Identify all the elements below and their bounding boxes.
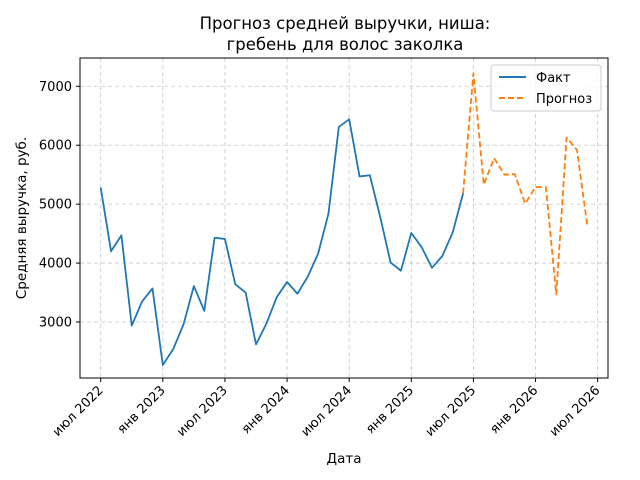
- y-axis: 3000 4000 5000 6000 7000: [39, 80, 80, 331]
- series-line-fact: [99, 118, 464, 366]
- plot-area-frame: [79, 57, 609, 379]
- y-tick-label: 7000: [39, 80, 72, 95]
- y-tick-label: 3000: [39, 316, 72, 331]
- y-tick-label: 6000: [39, 139, 72, 154]
- chart-title: Прогноз средней выручки, ниша:: [200, 14, 491, 33]
- series-line-forecast: [462, 72, 589, 296]
- y-tick-label: 4000: [39, 257, 72, 272]
- chart-subtitle: гребень для волос заколка: [227, 35, 464, 54]
- y-axis-title: Средняя выручка, руб.: [14, 137, 30, 299]
- y-tick-label: 5000: [39, 198, 72, 213]
- series-lines: [99, 72, 589, 366]
- grid: [80, 58, 608, 378]
- legend-label-forecast: Прогноз: [536, 92, 592, 107]
- x-axis-title: Дата: [327, 451, 362, 467]
- legend: Факт Прогноз: [490, 64, 602, 112]
- legend-label-fact: Факт: [536, 71, 571, 86]
